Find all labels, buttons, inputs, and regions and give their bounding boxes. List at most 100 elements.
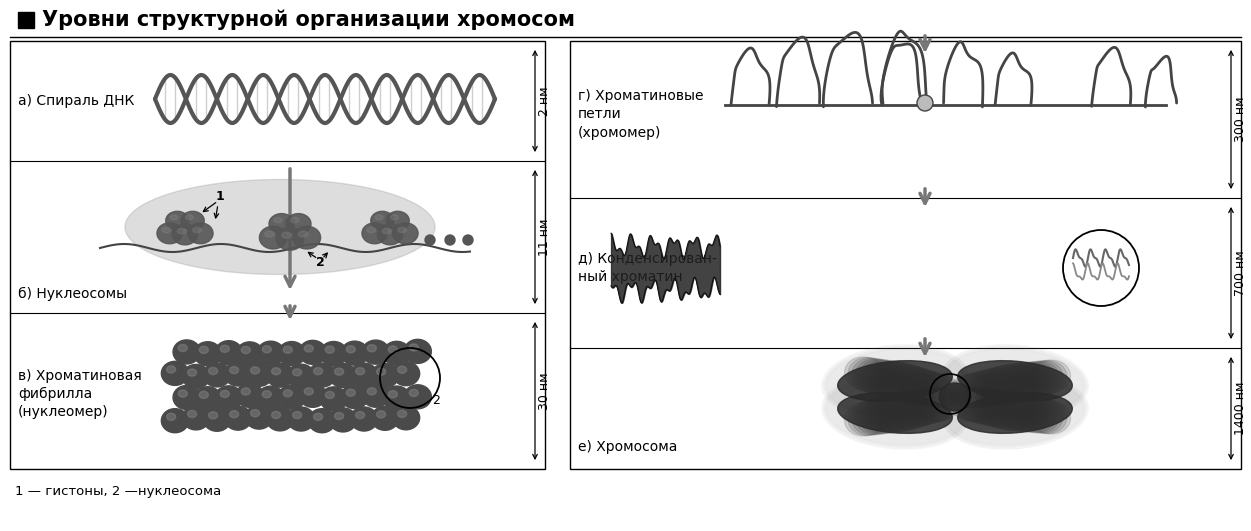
Text: 2 нм: 2 нм [538, 86, 550, 116]
Ellipse shape [378, 224, 403, 245]
Ellipse shape [844, 357, 886, 391]
Ellipse shape [965, 370, 1008, 406]
Ellipse shape [889, 365, 936, 404]
Ellipse shape [259, 226, 286, 249]
Ellipse shape [898, 389, 942, 426]
Ellipse shape [1012, 362, 1056, 398]
Ellipse shape [245, 362, 273, 387]
Ellipse shape [368, 388, 377, 395]
Ellipse shape [942, 345, 1088, 417]
Ellipse shape [848, 401, 889, 435]
Ellipse shape [398, 227, 407, 233]
Ellipse shape [350, 363, 378, 387]
Ellipse shape [188, 223, 213, 244]
Ellipse shape [199, 391, 209, 398]
Text: е) Хромосома: е) Хромосома [578, 440, 677, 454]
Ellipse shape [347, 346, 355, 353]
Ellipse shape [229, 366, 239, 374]
Ellipse shape [274, 218, 283, 223]
Ellipse shape [975, 367, 1021, 405]
Ellipse shape [283, 390, 293, 397]
Ellipse shape [953, 388, 995, 422]
Ellipse shape [1008, 395, 1052, 432]
Ellipse shape [953, 373, 995, 408]
Ellipse shape [1000, 363, 1045, 401]
Ellipse shape [965, 389, 1008, 425]
Ellipse shape [372, 364, 399, 388]
Ellipse shape [204, 407, 230, 431]
Ellipse shape [961, 371, 1003, 407]
Ellipse shape [161, 361, 189, 386]
Ellipse shape [388, 346, 398, 353]
Ellipse shape [844, 402, 886, 436]
Ellipse shape [991, 391, 1038, 431]
Ellipse shape [387, 211, 409, 230]
Text: г) Хроматиновые
петли
(хромомер): г) Хроматиновые петли (хромомер) [578, 89, 703, 140]
Ellipse shape [982, 365, 1030, 404]
Bar [18, 12, 34, 28]
Ellipse shape [946, 349, 1085, 413]
Ellipse shape [991, 364, 1038, 403]
Ellipse shape [907, 370, 950, 406]
Ellipse shape [173, 224, 198, 245]
Ellipse shape [342, 341, 368, 365]
Ellipse shape [1003, 363, 1048, 400]
Ellipse shape [293, 226, 320, 249]
Ellipse shape [995, 392, 1041, 431]
Text: 2: 2 [315, 255, 324, 269]
Ellipse shape [388, 391, 398, 398]
Ellipse shape [1003, 395, 1048, 432]
Ellipse shape [943, 379, 1086, 447]
Ellipse shape [877, 362, 924, 402]
Ellipse shape [826, 349, 965, 413]
Ellipse shape [823, 379, 966, 447]
Ellipse shape [173, 340, 200, 364]
Ellipse shape [224, 406, 251, 430]
Ellipse shape [299, 231, 308, 237]
Ellipse shape [173, 386, 200, 409]
Ellipse shape [919, 387, 961, 421]
Ellipse shape [194, 342, 221, 366]
Ellipse shape [986, 364, 1035, 404]
Ellipse shape [256, 386, 284, 410]
Ellipse shape [893, 390, 940, 427]
Ellipse shape [881, 391, 928, 431]
Ellipse shape [370, 211, 394, 230]
Ellipse shape [398, 366, 407, 373]
Ellipse shape [873, 362, 919, 401]
Ellipse shape [281, 232, 291, 238]
Ellipse shape [263, 391, 271, 398]
Ellipse shape [1025, 361, 1067, 395]
Ellipse shape [193, 227, 201, 233]
Ellipse shape [165, 211, 189, 230]
Ellipse shape [362, 383, 389, 407]
Ellipse shape [902, 369, 946, 406]
Ellipse shape [183, 406, 210, 430]
Ellipse shape [862, 397, 907, 434]
Ellipse shape [285, 213, 311, 234]
Ellipse shape [971, 368, 1017, 406]
Ellipse shape [975, 390, 1021, 427]
Ellipse shape [869, 395, 916, 433]
Ellipse shape [342, 384, 368, 409]
Ellipse shape [986, 391, 1035, 431]
Ellipse shape [290, 218, 299, 223]
Text: 1400 нм: 1400 нм [1233, 382, 1247, 435]
Ellipse shape [278, 385, 305, 409]
Ellipse shape [329, 408, 357, 432]
Ellipse shape [299, 340, 327, 364]
Circle shape [463, 235, 473, 245]
Ellipse shape [877, 392, 924, 432]
Ellipse shape [325, 391, 334, 399]
Ellipse shape [942, 377, 1088, 449]
Text: 30 нм: 30 нм [538, 372, 550, 410]
Ellipse shape [393, 362, 419, 386]
Ellipse shape [320, 341, 348, 365]
Ellipse shape [271, 412, 280, 418]
Ellipse shape [822, 345, 968, 417]
Ellipse shape [362, 340, 389, 364]
Ellipse shape [1016, 397, 1060, 433]
Ellipse shape [329, 364, 357, 388]
Ellipse shape [383, 341, 410, 365]
Ellipse shape [368, 345, 377, 352]
